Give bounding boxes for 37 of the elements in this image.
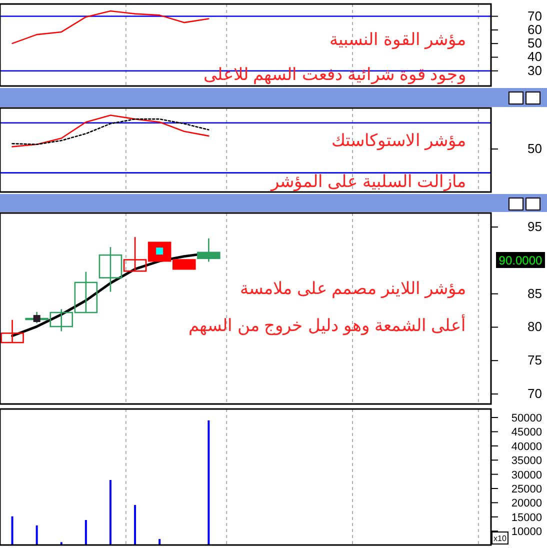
- y-tick-label: 50000: [511, 412, 542, 425]
- y-tick-label: 70: [528, 8, 542, 24]
- y-tick-label: 15000: [511, 512, 542, 524]
- line-series: [12, 10, 210, 44]
- y-tick-label: 40000: [511, 440, 542, 453]
- bar: [158, 539, 161, 545]
- y-tick-label: 60: [528, 22, 542, 37]
- y-tick-label: 75: [528, 352, 542, 368]
- text: 90.0000: [498, 254, 543, 268]
- y-tick-label: 20000: [511, 498, 542, 510]
- y-tick-label: 70: [528, 386, 542, 401]
- candlestick: [0, 319, 24, 344]
- y-tick-label: 10000: [511, 526, 542, 538]
- y-tick-label: 80: [528, 319, 542, 334]
- bar: [84, 520, 87, 545]
- y-tick-label: 30000: [511, 469, 542, 482]
- y-tick-label: 50: [528, 36, 542, 51]
- annotation: مازالت السلبية على المؤشر: [270, 172, 466, 192]
- y-tick-label: 30: [528, 62, 542, 78]
- candlestick: [197, 238, 220, 262]
- y-tick-label: 85: [528, 286, 542, 301]
- bar: [36, 525, 38, 545]
- annotation: أعلى الشمعة وهو دليل خروج من السهم: [188, 314, 466, 336]
- bar: [208, 420, 210, 545]
- y-tick-label: 25000: [511, 484, 542, 496]
- y-tick-label: 35000: [511, 455, 542, 468]
- text: x10: [494, 534, 507, 543]
- y-tick-label: 95: [528, 219, 542, 234]
- bar: [11, 516, 14, 545]
- y-tick-label: 45000: [511, 426, 542, 439]
- bar: [109, 480, 112, 545]
- annotation: مؤشر القوة النسبية: [330, 30, 466, 50]
- bar: [134, 504, 136, 545]
- candlestick: [98, 246, 122, 292]
- annotation: مؤشر الاستوكاستك: [331, 131, 466, 151]
- annotation: مؤشر اللاينر مصمم على ملامسة: [240, 279, 466, 299]
- y-tick-label: 40: [528, 49, 542, 64]
